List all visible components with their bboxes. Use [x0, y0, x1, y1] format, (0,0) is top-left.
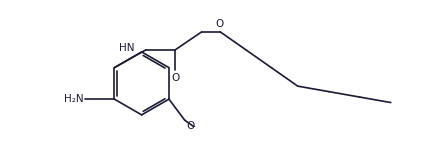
Text: H₂N: H₂N — [64, 94, 84, 104]
Text: O: O — [171, 73, 179, 83]
Text: O: O — [215, 19, 224, 29]
Text: HN: HN — [119, 43, 135, 53]
Text: O: O — [187, 121, 195, 131]
